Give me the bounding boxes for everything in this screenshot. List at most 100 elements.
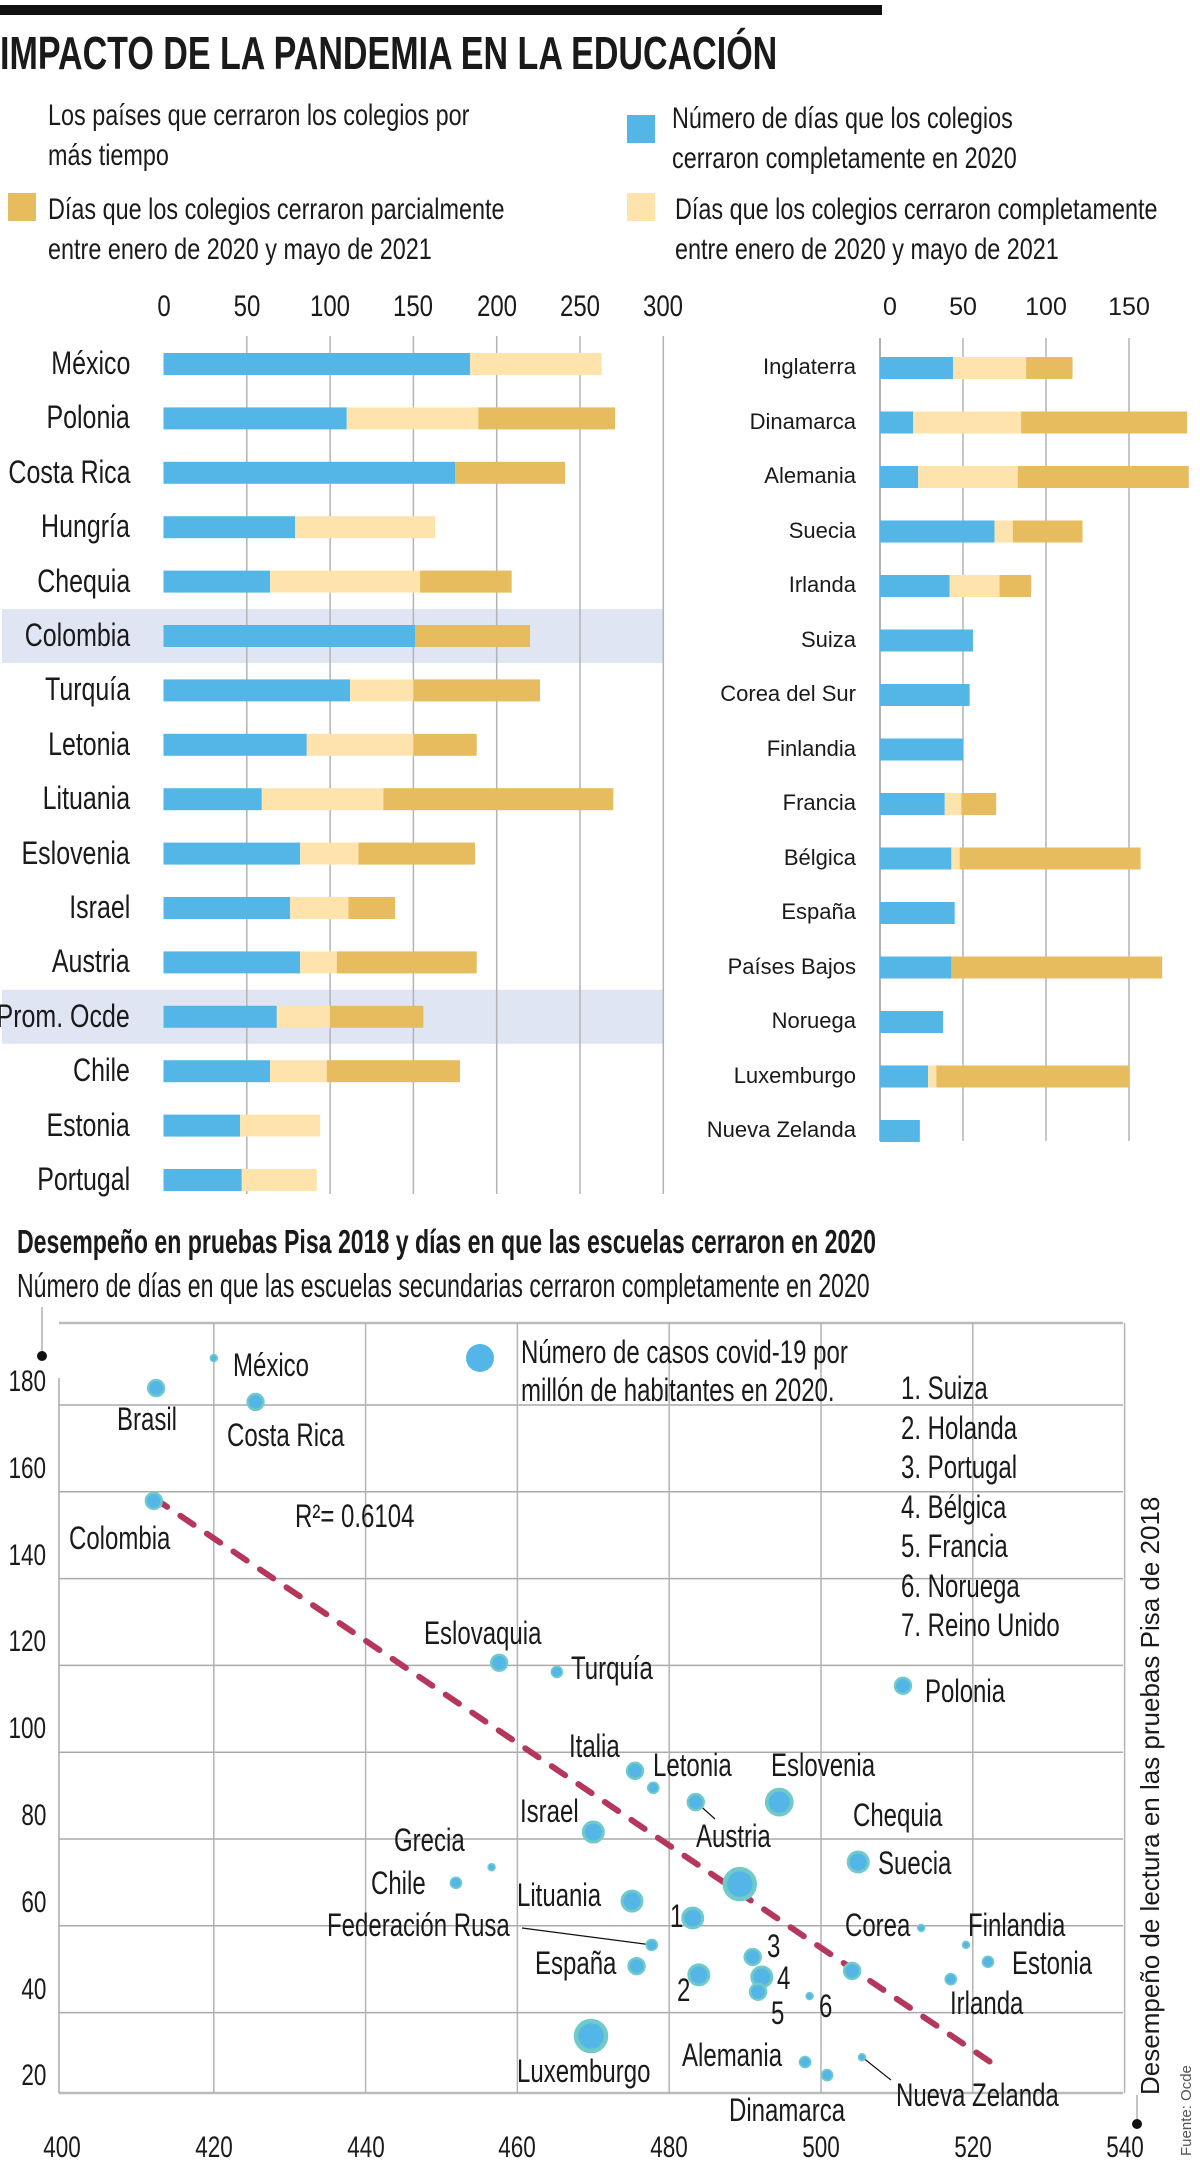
x-tick-label: 300 [643, 290, 684, 323]
scatter-point [209, 1353, 219, 1363]
scatter-point [687, 1963, 711, 1987]
point-label: Luxemburgo [517, 2053, 651, 2089]
numbered-list-item: 7. Reino Unido [901, 1607, 1060, 1643]
category-label: Polonia [46, 399, 130, 436]
numbered-list-item: 3. Portugal [901, 1449, 1018, 1485]
y-tick-label: 40 [20, 1972, 46, 2006]
legend-text: Días que los colegios cerraron parcialme… [48, 193, 505, 226]
chart-subtitle-line: más tiempo [48, 139, 169, 172]
leader-line [521, 1927, 653, 1946]
source-note: Fuente: Ocde [1178, 2065, 1195, 2156]
category-label: México [50, 345, 130, 381]
chart-subtitle-line: Los países que cerraron los colegios por [48, 99, 470, 132]
point-label: Turquía [571, 1650, 653, 1686]
bar-segment-full-2020 [163, 461, 456, 484]
point-label: Letonia [653, 1747, 732, 1783]
bar-segment-full-total [300, 842, 359, 865]
scatter-point [573, 2018, 609, 2054]
point-label: Austria [696, 1818, 771, 1854]
numbered-list-item: 5. Francia [901, 1528, 1008, 1564]
category-label: Lituania [42, 780, 130, 817]
bubble-legend-text: Número de casos covid-19 por millón de h… [521, 1333, 848, 1409]
scatter-point [916, 1923, 926, 1933]
category-label: Colombia [24, 617, 130, 653]
point-label: 4 [777, 1960, 791, 1996]
bar-segment-full-total [270, 570, 421, 593]
bar-segment-full-2020 [880, 466, 919, 488]
category-label: Turquía [44, 671, 130, 708]
point-label: Eslovaquia [424, 1615, 542, 1651]
scatter-x-axis-title: Desempeño de lectura en las pruebas Pisa… [1135, 1496, 1165, 2095]
bar-segment-full-total [944, 793, 962, 815]
category-label: Estonia [46, 1106, 130, 1143]
x-tick-label: 150 [1108, 293, 1150, 321]
y-axis-marker-dot [37, 1351, 47, 1361]
bar-segment-partial [1012, 520, 1083, 543]
x-tick-label: 480 [650, 2131, 688, 2164]
point-label: Nueva Zelanda [896, 2077, 1059, 2113]
bar-segment-full-2020 [163, 897, 291, 919]
category-label: Finlandia [766, 735, 856, 761]
category-label: Francia [782, 790, 856, 815]
point-label: México [233, 1347, 310, 1383]
legend-swatch-full-total [627, 193, 655, 221]
point-label: Eslovenia [771, 1747, 876, 1783]
legend-label-full-total: Días que los colegios cerraron completam… [675, 190, 1158, 270]
scatter-point [748, 1982, 768, 2001]
legend-swatch-full-2020 [627, 115, 655, 143]
x-tick-label: 150 [393, 290, 434, 323]
point-label: Irlanda [950, 1985, 1024, 2021]
category-label: España [781, 899, 856, 924]
x-tick-label: 500 [802, 2131, 840, 2164]
scatter-point [722, 1866, 758, 1902]
x-tick-label: 200 [476, 290, 517, 323]
scatter-point [798, 2055, 812, 2069]
bar-segment-full-total [261, 788, 384, 811]
bar-segment-full-2020 [880, 1011, 944, 1033]
point-label: España [535, 1945, 617, 1981]
point-label: Corea [845, 1907, 911, 1943]
category-label: Suecia [788, 517, 856, 543]
scatter-point [743, 1947, 762, 1967]
bar-segment-partial [455, 461, 566, 484]
bar-segment-full-2020 [880, 847, 952, 870]
category-label: Luxemburgo [733, 1062, 856, 1088]
x-tick-label: 50 [233, 290, 261, 323]
bar-segment-full-2020 [163, 516, 296, 539]
point-label: Italia [569, 1728, 620, 1764]
scatter-point [645, 1938, 659, 1952]
category-label: Eslovenia [21, 834, 130, 871]
point-label: 3 [767, 1928, 781, 1964]
category-label: Chequia [37, 562, 130, 599]
scatter-point [981, 1955, 995, 1969]
bar-segment-partial [336, 951, 477, 974]
bar-segment-full-2020 [880, 684, 970, 706]
legend-text: entre enero de 2020 y mayo de 2021 [675, 233, 1059, 266]
point-label: Alemania [682, 2037, 783, 2073]
bar-segment-partial [961, 793, 997, 815]
category-label: Corea del Sur [720, 681, 856, 706]
y-tick-label: 100 [8, 1712, 46, 1746]
scatter-point [857, 2053, 867, 2062]
point-label: Costa Rica [227, 1417, 345, 1453]
legend-swatch-partial [8, 193, 36, 221]
bar-segment-full-total [346, 407, 479, 430]
bar-segment-partial [951, 956, 1163, 979]
scatter-y-axis-title: Número de días en que las escuelas secun… [17, 1267, 870, 1304]
scatter-point [764, 1787, 794, 1817]
bar-segment-full-total [270, 1060, 327, 1083]
x-tick-label: 50 [949, 293, 977, 321]
point-label: Israel [520, 1793, 579, 1829]
leader-line [861, 2056, 892, 2081]
bar-segment-partial [413, 679, 541, 702]
bar-segment-full-total [928, 1065, 937, 1088]
point-label: Brasil [117, 1401, 178, 1437]
y-tick-label: 80 [20, 1799, 46, 1832]
page-title: IMPACTO DE LA PANDEMIA EN LA EDUCACIÓN [0, 27, 778, 79]
bar-segment-full-2020 [163, 407, 347, 430]
point-label: Chile [371, 1865, 426, 1901]
x-tick-label: 100 [1025, 293, 1067, 321]
bar-segment-full-total [470, 353, 602, 375]
category-label: Austria [52, 943, 130, 980]
